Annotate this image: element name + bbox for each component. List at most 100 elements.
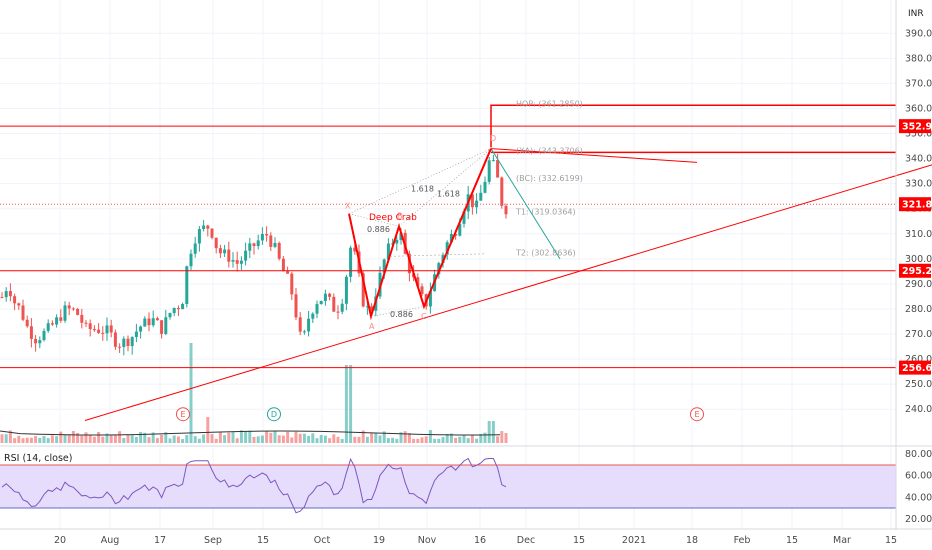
pattern-point-label: D <box>490 134 496 143</box>
volume-bar <box>126 434 130 443</box>
candle-body <box>130 337 134 347</box>
time-tick-label: 15 <box>257 535 269 546</box>
rsi-tick-label: 20.00 <box>905 514 932 525</box>
time-tick-label: 20 <box>54 535 66 546</box>
candle-body <box>307 318 311 332</box>
price-tick-label: 270.00 <box>905 329 932 340</box>
volume-bar <box>71 430 75 443</box>
volume-bar <box>441 436 445 443</box>
candle-body <box>113 332 117 347</box>
pattern-annotation: 1.618 <box>437 190 460 199</box>
trend-line <box>84 164 932 421</box>
volume-bar <box>50 435 54 443</box>
volume-bar <box>437 438 441 443</box>
candle-body <box>168 313 172 318</box>
volume-bar <box>252 436 256 443</box>
volume-bar <box>403 431 407 443</box>
candle-body <box>265 234 269 236</box>
volume-bar <box>13 438 17 443</box>
candle-body <box>181 303 185 310</box>
volume-bar <box>8 430 12 443</box>
time-tick-label: Aug <box>101 535 120 546</box>
volume-bar <box>260 435 264 443</box>
candle-body <box>370 306 374 311</box>
volume-bar <box>458 436 462 443</box>
rsi-line <box>1 457 507 514</box>
volume-bar <box>466 438 470 443</box>
candle-body <box>46 323 50 331</box>
candle-body <box>281 258 285 272</box>
candle-body <box>13 296 17 304</box>
pattern-annotation: T2: (302.8636) <box>515 248 576 257</box>
target-line <box>490 148 561 260</box>
price-tick-label: 330.00 <box>905 179 932 190</box>
candle-body <box>176 308 180 310</box>
candles-layer <box>0 153 508 356</box>
candle-body <box>197 229 201 244</box>
volume-bar <box>428 430 432 443</box>
price-tick-label: 240.00 <box>905 404 932 415</box>
volume-bar <box>433 438 437 443</box>
candle-body <box>172 308 176 314</box>
candle-body <box>118 346 122 348</box>
candle-body <box>336 311 340 313</box>
volume-bar <box>483 432 487 443</box>
candle-body <box>50 323 54 325</box>
candle-body <box>491 160 495 162</box>
volume-bar <box>449 433 453 443</box>
candle-body <box>353 247 357 252</box>
volume-bar <box>181 438 185 443</box>
volume-bar <box>412 438 416 443</box>
price-tag-label: 256.60 <box>902 363 932 374</box>
price-tick-label: 390.00 <box>905 28 932 39</box>
volume-bar <box>239 430 243 443</box>
volume-bar <box>160 434 164 443</box>
price-tag <box>899 119 931 134</box>
candle-body <box>437 263 441 275</box>
volume-bar <box>269 432 273 443</box>
volume-bar <box>67 434 71 443</box>
candle-body <box>420 286 424 295</box>
time-tick-label: 15 <box>786 535 798 546</box>
event-marker-label: E <box>180 410 185 419</box>
volume-bar <box>353 436 357 443</box>
volume-bar <box>336 436 340 443</box>
volume-bar <box>256 436 260 443</box>
candle-body <box>311 313 315 319</box>
candle-body <box>38 340 42 344</box>
volume-bar <box>189 343 193 443</box>
volume-bar <box>202 434 206 443</box>
pattern-t2-line <box>389 253 485 257</box>
volume-bar <box>76 432 80 443</box>
volume-bar <box>311 433 315 443</box>
pattern-annotation: 0.886 <box>390 310 413 319</box>
event-marker-icon <box>176 407 190 422</box>
volume-bar <box>25 437 29 443</box>
volume-bar <box>59 431 63 443</box>
event-marker-label: E <box>694 410 699 419</box>
price-tick-label: 380.00 <box>905 53 932 64</box>
volume-bar <box>361 430 365 443</box>
volume-bar <box>185 434 189 443</box>
candle-body <box>248 243 252 251</box>
candle-body <box>155 318 159 321</box>
candle-body <box>315 304 319 314</box>
candle-body <box>8 291 12 297</box>
candle-body <box>76 308 80 315</box>
volume-bar <box>210 434 214 443</box>
volume-bar <box>193 436 197 443</box>
candle-body <box>361 273 365 307</box>
volume-bar <box>155 438 159 443</box>
candle-body <box>206 225 210 229</box>
candle-body <box>269 235 273 247</box>
volume-bar <box>80 435 84 443</box>
candle-body <box>160 320 164 334</box>
candle-body <box>147 318 151 326</box>
volume-bar <box>332 434 336 443</box>
volume-bar <box>139 431 143 443</box>
volume-bar <box>38 437 42 443</box>
volume-bar <box>147 437 151 443</box>
candle-body <box>302 331 306 333</box>
volume-bar <box>164 432 168 443</box>
